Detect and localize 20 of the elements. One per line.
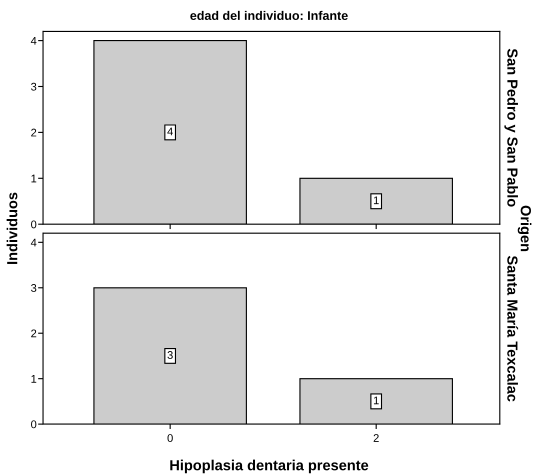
data-label: 4 (167, 128, 173, 136)
chart-title: edad del individuo: Infante (190, 10, 348, 20)
y-tick-label: 3 (31, 82, 36, 91)
y-tick-label: 2 (31, 128, 36, 136)
y-tick-label: 0 (31, 220, 36, 228)
y-tick-label: 4 (30, 238, 36, 246)
data-label: 1 (374, 196, 379, 204)
data-label: 3 (167, 351, 173, 359)
data-label: 1 (374, 396, 379, 404)
y2-axis-title: San Pedro y San Pablo (504, 48, 518, 207)
y-axis-title: Individuos (6, 192, 18, 264)
y-tick-label: 1 (31, 375, 36, 383)
y-tick-label: 4 (30, 36, 36, 45)
text: Origen (518, 206, 532, 252)
y-tick-label: 2 (31, 329, 36, 338)
y-tick-label: 3 (31, 284, 36, 292)
y-tick-label: 1 (31, 174, 36, 182)
y2-axis-title: Santa María Texcalac (507, 256, 518, 402)
y-tick-label: 0 (31, 420, 36, 428)
x-axis-title: Hipoplasia dentaria presente (170, 460, 368, 474)
